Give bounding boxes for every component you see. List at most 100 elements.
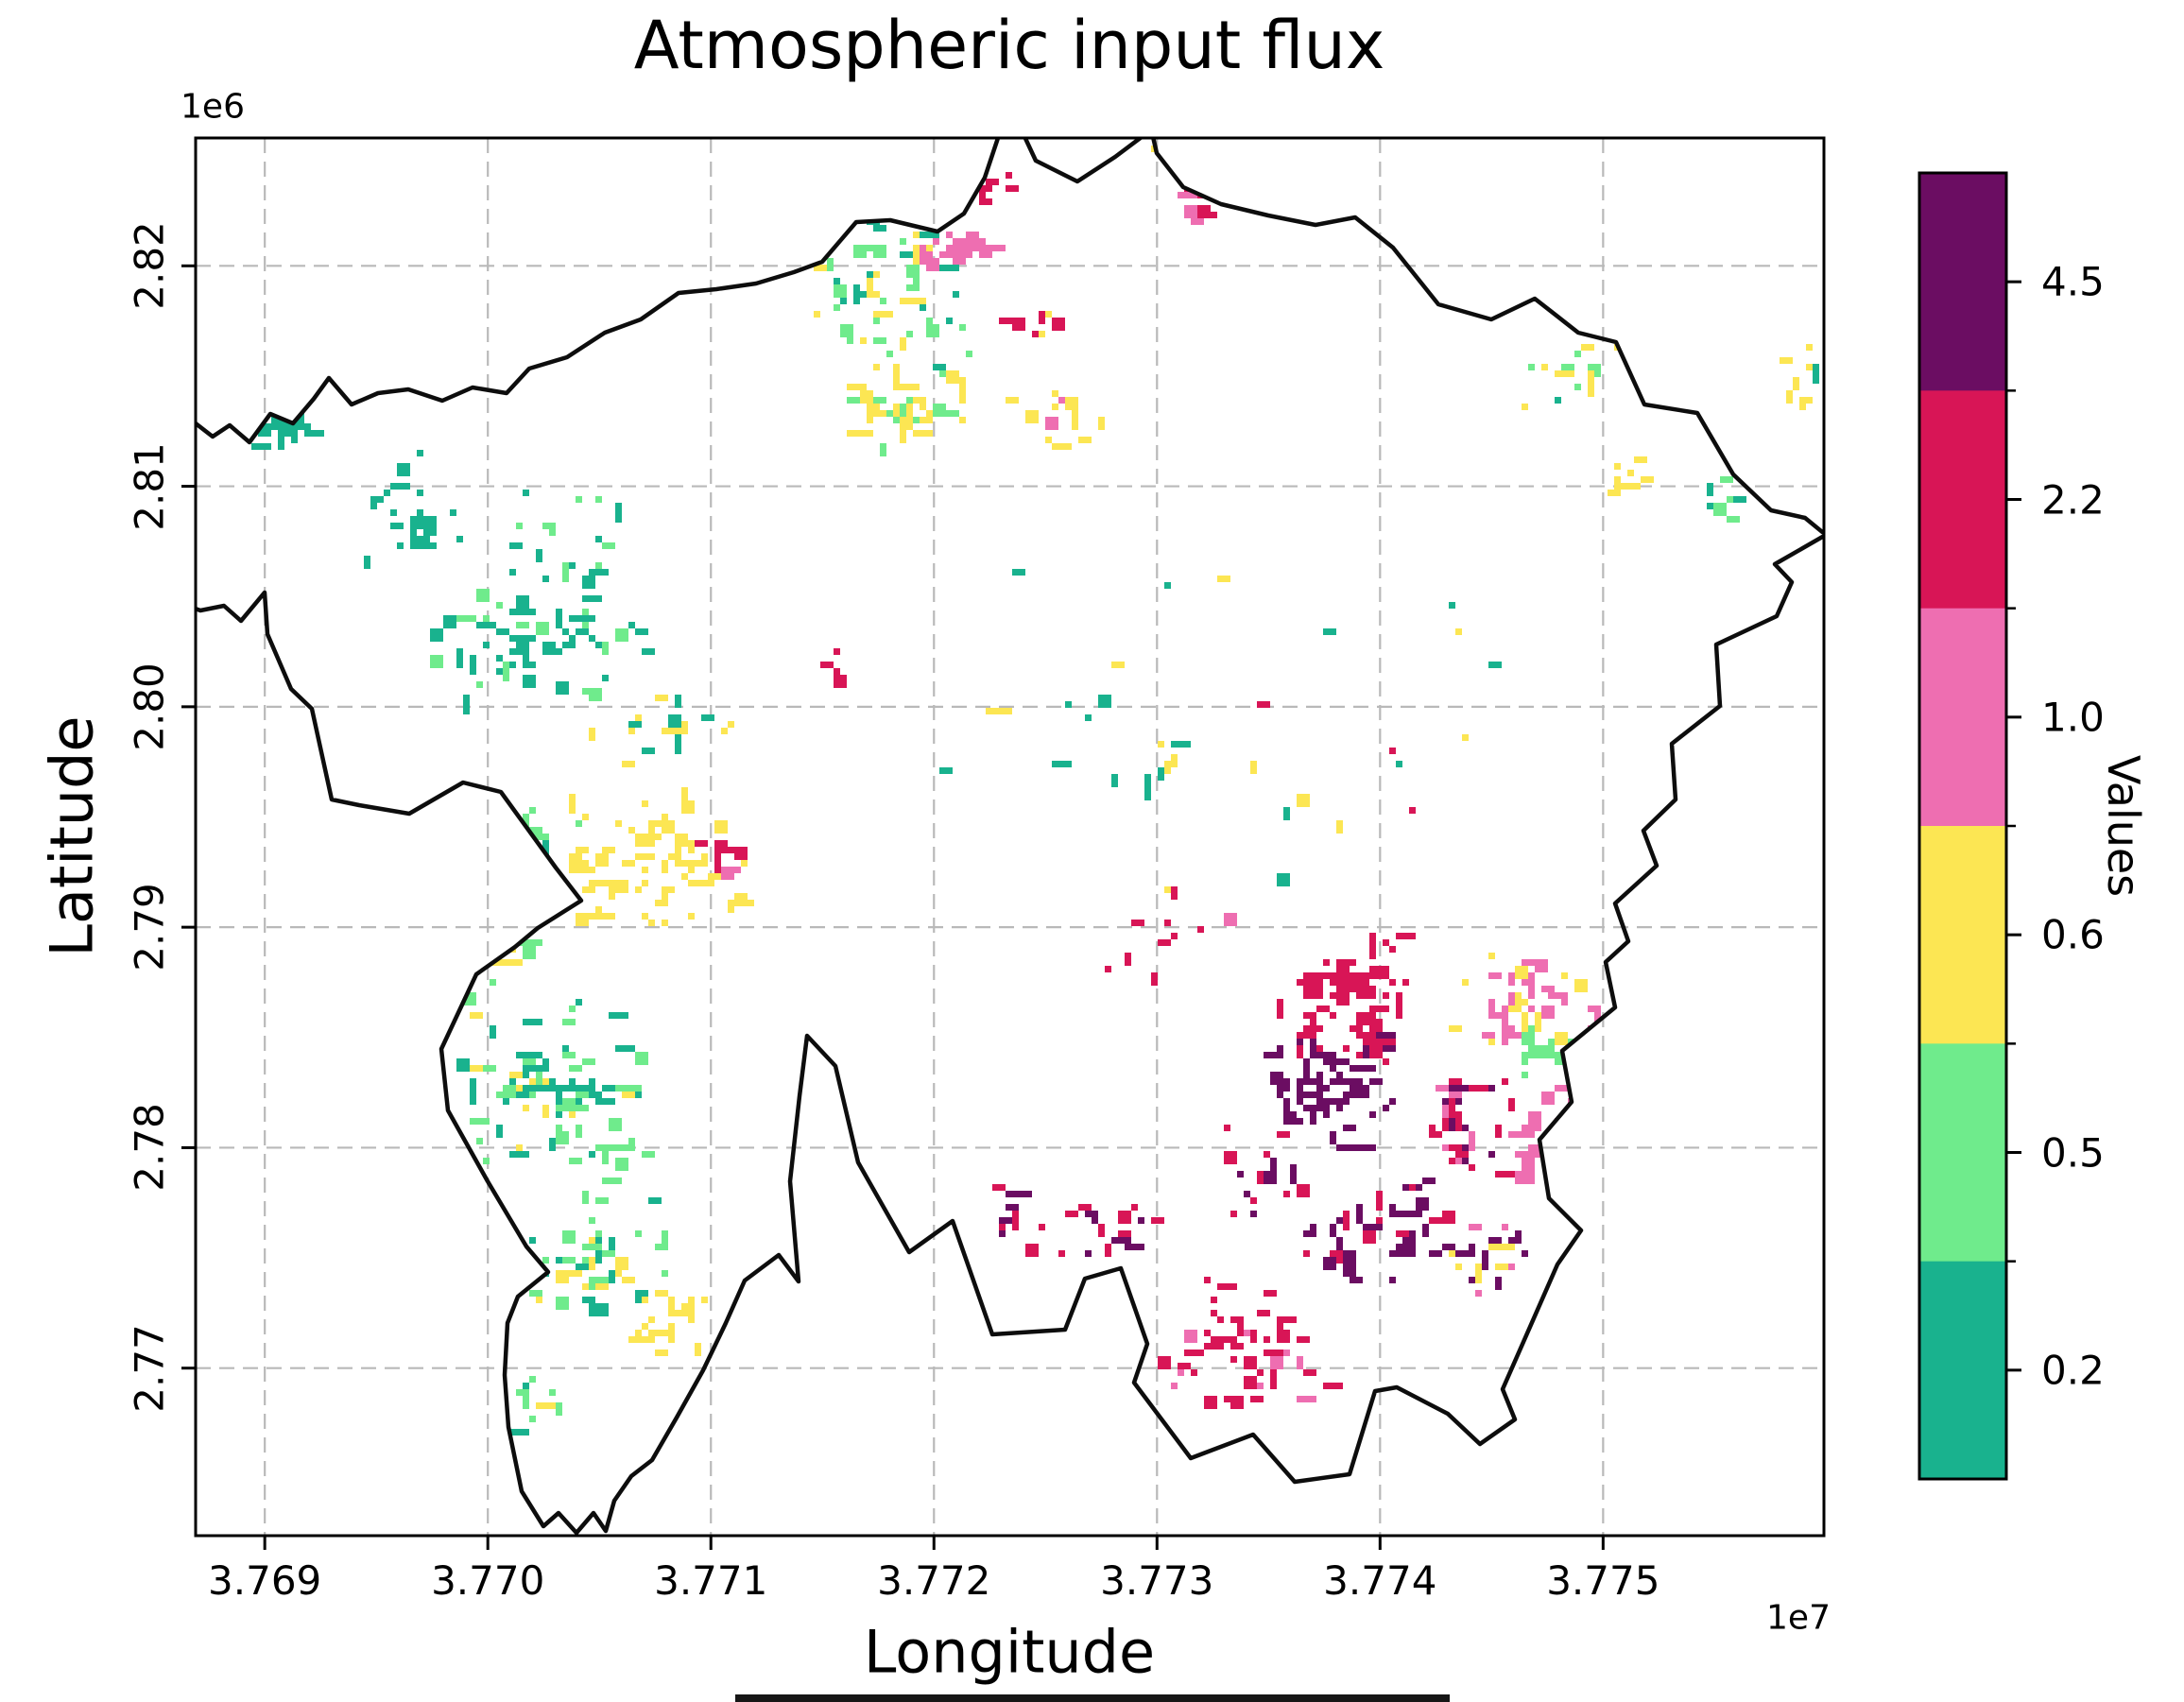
raster-cell — [1283, 814, 1290, 820]
raster-cell — [1495, 1244, 1515, 1250]
raster-cell — [1376, 1039, 1389, 1045]
raster-cell — [1343, 1224, 1350, 1230]
raster-cell — [642, 913, 648, 920]
raster-cell — [1211, 1336, 1230, 1343]
raster-cell — [1561, 972, 1568, 979]
raster-cell — [986, 179, 992, 185]
raster-cell — [576, 820, 582, 827]
raster-cell — [635, 1052, 648, 1065]
raster-cell — [609, 1178, 615, 1184]
raster-cell — [1627, 470, 1634, 476]
raster-cell — [595, 1197, 609, 1204]
raster-cell — [562, 1230, 576, 1244]
raster-cell — [1667, 1085, 1680, 1092]
raster-cell — [1025, 410, 1039, 423]
raster-cell — [939, 251, 946, 258]
y-tick-label: 2.82 — [126, 221, 173, 311]
raster-cell — [496, 668, 503, 675]
raster-cell — [542, 642, 556, 655]
raster-cell — [728, 721, 734, 728]
raster-cell — [1158, 767, 1164, 781]
raster-cell — [437, 939, 450, 946]
raster-cell — [509, 648, 516, 655]
raster-cell — [509, 847, 529, 853]
raster-cell — [556, 1270, 569, 1283]
raster-cell — [463, 814, 470, 820]
raster-cell — [1012, 1211, 1019, 1230]
raster-cell — [1548, 1039, 1555, 1045]
raster-cell — [1654, 1039, 1667, 1045]
raster-cell — [648, 1330, 655, 1343]
raster-cell — [549, 523, 556, 536]
raster-cell — [1039, 311, 1045, 324]
raster-cell — [708, 873, 721, 880]
raster-cell — [1323, 1085, 1330, 1092]
raster-cell — [986, 251, 992, 258]
raster-cell — [523, 1383, 529, 1389]
raster-cell — [595, 906, 602, 920]
raster-cell — [1303, 992, 1316, 999]
colorbar — [1917, 171, 2021, 1481]
raster-cell — [834, 668, 840, 675]
raster-cell — [1528, 1111, 1541, 1125]
raster-cell — [814, 265, 827, 271]
raster-cell — [476, 589, 490, 602]
raster-cell — [470, 840, 476, 847]
raster-cell — [569, 1085, 589, 1092]
raster-cell — [873, 318, 880, 324]
raster-cell — [516, 648, 523, 655]
raster-cell — [628, 728, 635, 734]
raster-cell — [496, 655, 503, 662]
raster-cell — [1799, 404, 1806, 410]
raster-cell — [920, 218, 933, 225]
raster-cell — [728, 847, 748, 853]
raster-cell — [873, 271, 880, 278]
raster-cell — [1713, 503, 1727, 516]
raster-cell — [900, 238, 906, 245]
raster-cell — [668, 853, 675, 860]
raster-cell — [569, 1006, 576, 1012]
raster-cell — [615, 1085, 642, 1092]
raster-cell — [562, 1045, 569, 1052]
raster-cell — [291, 430, 298, 443]
raster-cell — [582, 886, 589, 893]
raster-cell — [1376, 1217, 1383, 1224]
raster-cell — [1376, 1191, 1383, 1211]
raster-cell — [1614, 476, 1621, 483]
raster-cell — [483, 642, 490, 648]
raster-cell — [926, 410, 933, 423]
raster-cell — [1297, 979, 1310, 986]
raster-cell — [1522, 1052, 1528, 1058]
raster-cell — [609, 1012, 628, 1019]
raster-cell — [1707, 503, 1713, 509]
raster-cell — [503, 1098, 509, 1105]
raster-cell — [635, 853, 648, 860]
raster-cell — [1098, 1224, 1105, 1237]
raster-cell — [1594, 1105, 1608, 1118]
raster-cell — [490, 807, 496, 814]
raster-cell — [602, 847, 609, 853]
raster-cell — [602, 1303, 609, 1316]
raster-cell — [880, 410, 886, 417]
raster-cell — [939, 265, 959, 271]
raster-cell — [893, 370, 900, 390]
raster-cell — [470, 1012, 483, 1019]
raster-cell — [873, 245, 886, 258]
raster-cell — [1806, 364, 1813, 370]
raster-cell — [714, 820, 728, 834]
raster-cell — [1197, 205, 1211, 218]
raster-cell — [734, 893, 748, 906]
raster-cell — [939, 767, 953, 774]
raster-cell — [906, 404, 913, 417]
raster-cell — [483, 1158, 490, 1164]
raster-cell — [1733, 496, 1746, 503]
raster-cell — [1383, 1058, 1389, 1065]
raster-cell — [1488, 1085, 1495, 1092]
raster-cell — [913, 430, 933, 437]
raster-cell — [410, 536, 430, 542]
raster-cell — [688, 1297, 695, 1310]
raster-cell — [529, 1237, 536, 1244]
raster-cell — [1581, 1171, 1588, 1184]
raster-cell — [959, 251, 966, 265]
raster-cell — [569, 794, 576, 814]
